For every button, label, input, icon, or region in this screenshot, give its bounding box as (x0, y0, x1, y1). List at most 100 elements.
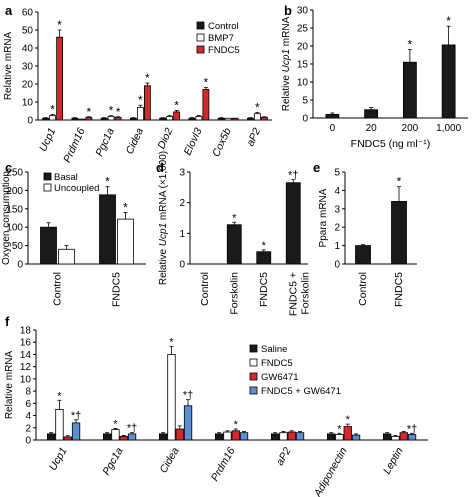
panel-f-y-tick-label: 16 (20, 338, 32, 349)
panel-f-x-tick-label: Leptin (381, 445, 406, 476)
panel-f-star: * (346, 414, 351, 426)
panel-d-y-tick-label: 2 (179, 198, 185, 209)
panel-f-bar (127, 433, 137, 441)
panel-b-bar (364, 109, 379, 119)
panel-f-bar (183, 405, 193, 441)
panel-b: 0 5 10 15 20 25 30 Relative Ucp1 mRNA 0 20 * 200 * 1,… (281, 6, 468, 150)
panel-d-star: * (262, 240, 267, 252)
panel-c-star: * (105, 175, 110, 189)
panel-d-star: * (232, 212, 237, 224)
panel-a-y-tick-label: 40 (22, 44, 34, 55)
panel-f-y-tick-label: 4 (25, 411, 31, 422)
panel-a-bar (260, 116, 268, 121)
panel-d-x-tick-label: Forskolin (299, 272, 311, 315)
panel-d-y-tick-label: 1 (179, 229, 185, 240)
panel-f-bar (223, 431, 232, 441)
panel-f-legend-label: GW6471 (261, 372, 299, 383)
panel-a-bar (195, 116, 203, 121)
panel-f-star: * (337, 423, 342, 435)
panel-d-bar (285, 182, 301, 265)
panel-d-x-tick-label: Forskolin (228, 272, 240, 315)
panel-f-star: * (57, 390, 62, 402)
panel-f-legend-swatch (249, 358, 258, 367)
panel-c-legend-swatch (43, 183, 52, 192)
panel-a-bar (159, 117, 167, 121)
panel-a-legend-swatch (196, 21, 205, 30)
panel-label-b: b (284, 3, 292, 18)
panel-e-bar (355, 245, 371, 265)
panel-a-bar (173, 111, 181, 121)
panel-f-bar (175, 428, 184, 441)
panel-c-y-tick-label: 200 (6, 186, 23, 197)
panel-f-bar (158, 433, 168, 441)
panel-b-bar (441, 44, 456, 119)
panel-d-star: *† (288, 170, 298, 182)
panel-a-bar (217, 117, 225, 121)
panel-f-bar (239, 432, 249, 441)
panel-f-bar (270, 433, 280, 441)
panel-label-a: a (5, 3, 13, 18)
panel-c-bar (58, 248, 75, 265)
panel-a-star: * (116, 105, 121, 119)
panel-f-bar (279, 432, 288, 441)
panel-c-legend-label: Uncoupled (54, 183, 99, 194)
panel-a-legend-label: FNDC5 (208, 45, 240, 56)
panel-label-e: e (313, 160, 320, 175)
panel-b-y-tick-label: 10 (297, 78, 309, 89)
panel-a-bar (253, 113, 261, 121)
panel-c-y-tick-label: 0 (17, 260, 23, 271)
panel-e: 0 1 2 3 4 5 Ppara mRNA Control * FNDC5 (318, 168, 417, 307)
panel-c-legend-swatch (43, 172, 52, 181)
panel-f-y-label: Relative mRNA (4, 351, 15, 420)
panel-a-y-tick-label: 10 (22, 98, 34, 109)
panel-f-bar (119, 435, 128, 441)
panel-f-y-tick-label: 14 (20, 350, 32, 361)
panel-f-bar (103, 433, 112, 441)
panel-b-y-label: Relative Ucp1 mRNA (281, 16, 292, 111)
panel-f-y-tick-label: 8 (25, 387, 31, 398)
panel-f-legend-label: Saline (261, 344, 287, 355)
panel-a-bar (42, 117, 50, 121)
panel-f-star: *† (127, 423, 137, 435)
panel-f-bar (391, 435, 400, 441)
panel-f-x-tick-label: Pgc1a (100, 445, 125, 477)
panel-e-y-tick-label: 3 (334, 204, 340, 215)
panel-f-x-tick-label: Cidea (157, 445, 181, 475)
panel-f-x-tick-label: aP2 (274, 445, 294, 467)
panel-a-x-tick-label: Cox5b (210, 126, 234, 159)
panel-f-bar (351, 434, 361, 441)
panel-f-y-tick-label: 2 (25, 423, 31, 434)
panel-b-y-tick-label: 5 (302, 96, 308, 107)
panel-f-legend-label: FNDC5 (261, 358, 293, 369)
panel-a-star: * (87, 105, 92, 119)
panel-c-bar (99, 194, 116, 265)
panel-a-star: * (255, 101, 260, 115)
panel-a-star: * (204, 76, 209, 90)
panel-f-bar (231, 430, 240, 441)
panel-a-y-tick-label: 50 (22, 26, 34, 37)
panel-a-x-tick-label: aP2 (244, 126, 263, 148)
panel-c-y-tick-label: 150 (6, 204, 23, 215)
panel-b-y-tick-label: 0 (302, 114, 308, 125)
panel-b-x-tick-label: 1,000 (436, 123, 461, 134)
panel-b-y-tick-label: 15 (297, 60, 309, 71)
panel-f-bar (295, 432, 305, 441)
panel-e-y-tick-label: 5 (334, 168, 340, 179)
panel-label-f: f (5, 314, 10, 329)
panel-a-star: * (138, 93, 143, 107)
panel-a-x-tick-label: Elovl3 (182, 126, 205, 157)
panel-e-y-label: Ppara mRNA (318, 188, 329, 247)
panel-a-legend-label: BMP7 (208, 33, 234, 44)
panel-d: 0 1 2 3 Relative Ucp1 mRNA (×1,000) Control * F… (158, 151, 311, 316)
panel-e-y-tick-label: 4 (334, 186, 340, 197)
panel-e-y-tick-label: 1 (334, 241, 340, 252)
panel-a-bar (224, 117, 232, 121)
panel-e-star: * (397, 175, 402, 189)
panel-b-y-tick-label: 30 (297, 6, 309, 17)
panel-c-y-tick-label: 250 (6, 168, 23, 179)
panel-f-bar (111, 429, 120, 441)
panel-b-star: * (408, 38, 413, 52)
panel-c-star: * (123, 200, 128, 214)
panel-a-x-tick-label: Ucp1 (37, 126, 58, 153)
